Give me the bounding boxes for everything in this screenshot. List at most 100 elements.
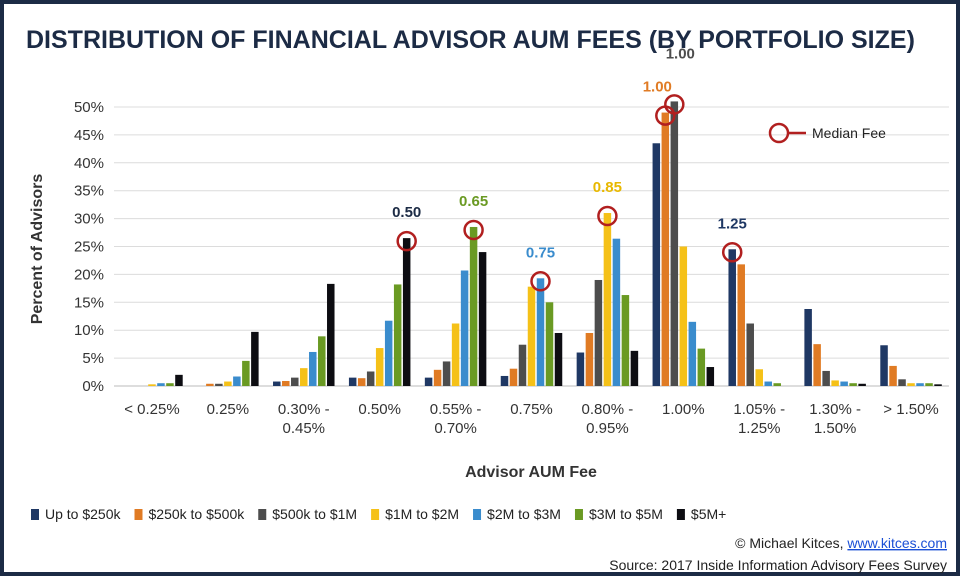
x-tick-line: 0.80% - xyxy=(582,401,634,418)
median-fee-legend: Median Fee xyxy=(768,122,886,144)
bar xyxy=(536,278,545,386)
median-marker-circle xyxy=(396,230,417,252)
x-tick-line: 0.75% xyxy=(510,401,553,418)
bar xyxy=(224,381,232,386)
bar xyxy=(545,302,554,386)
legend-swatch xyxy=(574,509,583,520)
bar xyxy=(652,143,661,386)
legend-swatch xyxy=(676,509,685,520)
bar xyxy=(478,252,487,386)
x-axis-label: Advisor AUM Fee xyxy=(465,464,597,481)
bar xyxy=(309,351,317,386)
x-tick-line: 1.00% xyxy=(662,401,705,418)
median-legend-label: Median Fee xyxy=(812,125,886,141)
bar xyxy=(728,249,736,386)
legend-label: $5M+ xyxy=(691,506,726,522)
kitces-link[interactable]: www.kitces.com xyxy=(846,535,947,551)
bar xyxy=(451,323,460,386)
x-tick-label: 0.80% - 0.95% xyxy=(582,401,634,437)
bar xyxy=(402,238,411,386)
bar xyxy=(148,384,156,386)
bar xyxy=(755,369,763,386)
median-marker-circle xyxy=(597,205,618,227)
bar xyxy=(612,238,621,386)
bar xyxy=(880,345,888,386)
bar xyxy=(554,332,563,386)
bar xyxy=(327,283,335,386)
y-tick-label: 15% xyxy=(74,294,104,311)
x-tick-line: 1.25% xyxy=(738,420,781,437)
legend-label: Up to $250k xyxy=(45,506,121,522)
bar xyxy=(925,383,933,386)
x-tick-label: 0.50% xyxy=(358,401,401,418)
x-tick-line: 0.45% xyxy=(282,420,325,437)
bar xyxy=(858,383,866,386)
median-marker-circle xyxy=(530,271,551,292)
bar xyxy=(424,377,433,386)
bar xyxy=(688,321,697,386)
bar xyxy=(460,270,469,386)
y-tick-label: 10% xyxy=(74,322,104,339)
x-tick-line: 1.05% - xyxy=(733,401,785,418)
bar xyxy=(273,381,281,386)
bar xyxy=(661,112,670,386)
legend-swatch xyxy=(31,509,39,520)
bar xyxy=(813,344,821,386)
x-tick-label: 0.25% xyxy=(207,401,250,418)
bar xyxy=(527,286,536,386)
bar xyxy=(318,336,326,386)
bar xyxy=(831,380,839,386)
median-label: 0.50 xyxy=(392,204,421,221)
bar xyxy=(773,383,781,386)
x-tick-label: < 0.25% xyxy=(124,401,179,418)
bar xyxy=(291,377,299,386)
x-tick-label: 1.05% - 1.25% xyxy=(733,401,785,437)
bar xyxy=(822,370,830,386)
y-tick-label: 40% xyxy=(74,155,104,172)
y-tick-label: 0% xyxy=(82,378,104,395)
legend-swatch xyxy=(134,509,143,520)
bar xyxy=(500,375,509,386)
median-marker-circle xyxy=(463,219,484,241)
x-tick-label: > 1.50% xyxy=(883,401,938,418)
bar xyxy=(384,320,393,386)
bar xyxy=(157,383,165,386)
legend-label: $250k to $500k xyxy=(149,506,246,522)
bar xyxy=(282,380,290,386)
legend-label: $3M to $5M xyxy=(589,506,663,522)
source-text: Source: 2017 Inside Information Advisory… xyxy=(609,557,947,573)
median-markers: 0.50 0.65 0.75 0.85 1.00 1.00 1.25 xyxy=(392,45,747,292)
bar xyxy=(907,383,915,386)
x-tick-label: 1.30% - 1.50% xyxy=(809,401,861,437)
x-tick-line: > 1.50% xyxy=(883,401,938,418)
bar xyxy=(175,374,183,386)
x-tick-line: 0.50% xyxy=(358,401,401,418)
series-legend: Up to $250k $250k to $500k $500k to $1M $1M… xyxy=(31,506,726,522)
legend-swatch xyxy=(258,509,267,520)
median-label: 0.65 xyxy=(459,193,488,210)
y-tick-label: 25% xyxy=(74,239,104,256)
median-label: 0.85 xyxy=(593,179,622,196)
bar xyxy=(509,368,518,386)
bar xyxy=(469,226,478,386)
copyright-line: © Michael Kitces, www.kitces.com xyxy=(735,535,947,551)
legend-label: $1M to $2M xyxy=(385,506,459,522)
bar xyxy=(357,378,366,386)
bar xyxy=(934,384,942,386)
bar xyxy=(679,246,688,386)
bar xyxy=(518,344,527,386)
bar xyxy=(621,295,630,386)
bars xyxy=(148,101,942,387)
legend-swatch xyxy=(473,509,482,520)
bar xyxy=(166,383,174,386)
bar xyxy=(393,284,402,386)
bar xyxy=(697,348,706,386)
bar xyxy=(442,361,451,386)
y-axis-ticks: 0% 5% 10% 15% 20% 25% 30% 35% 40% 45% 50% xyxy=(74,99,104,395)
bar xyxy=(916,383,924,386)
bar xyxy=(594,279,603,386)
bar xyxy=(375,348,384,386)
y-axis-label: Percent of Advisors xyxy=(29,174,46,325)
x-axis-ticks: < 0.25% 0.25% 0.30% - 0.45% 0.50% 0.55% - 0.70… xyxy=(124,401,939,437)
